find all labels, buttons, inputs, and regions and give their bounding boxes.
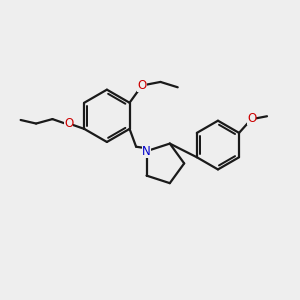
Text: O: O (247, 112, 256, 125)
Text: O: O (137, 79, 147, 92)
Text: N: N (142, 145, 151, 158)
Text: O: O (64, 117, 74, 130)
